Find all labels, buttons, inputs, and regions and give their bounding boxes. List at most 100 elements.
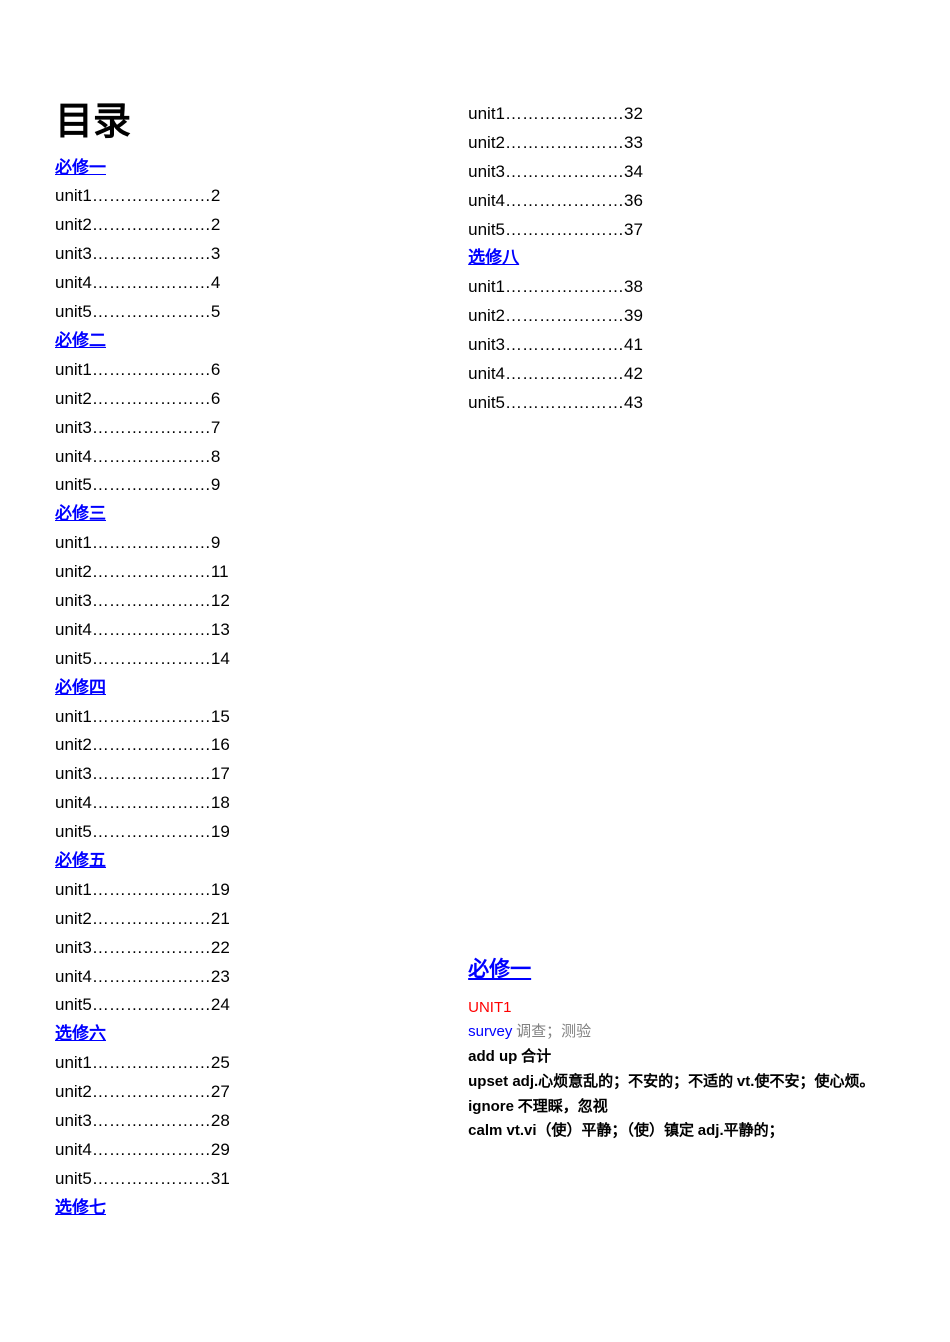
toc-entry-label: unit4 <box>55 273 92 292</box>
toc-dots: ………………… <box>92 735 211 754</box>
toc-entry[interactable]: unit3…………………7 <box>55 414 278 443</box>
toc-entry[interactable]: unit2…………………16 <box>55 731 278 760</box>
toc-entry[interactable]: unit5…………………43 <box>468 389 895 418</box>
toc-entry[interactable]: unit3…………………17 <box>55 760 278 789</box>
toc-entry-page: 9 <box>211 533 220 552</box>
toc-entry[interactable]: unit3…………………22 <box>55 934 278 963</box>
toc-entry[interactable]: unit1…………………38 <box>468 273 895 302</box>
toc-entry-label: unit4 <box>468 364 505 383</box>
toc-section-header[interactable]: 必修一 <box>55 154 278 183</box>
toc-entry-page: 23 <box>211 967 230 986</box>
toc-entry-label: unit3 <box>55 764 92 783</box>
toc-entry[interactable]: unit2…………………6 <box>55 385 278 414</box>
toc-entry-label: unit2 <box>55 215 92 234</box>
toc-entry-label: unit2 <box>55 562 92 581</box>
vocab-en-word: survey <box>468 1023 512 1040</box>
toc-entry-label: unit4 <box>55 447 92 466</box>
content-section-header[interactable]: 必修一 <box>468 953 895 987</box>
toc-entry[interactable]: unit5…………………9 <box>55 471 278 500</box>
toc-entry-label: unit4 <box>55 793 92 812</box>
toc-section-header[interactable]: 必修二 <box>55 327 278 356</box>
toc-dots: ………………… <box>92 822 211 841</box>
toc-entry[interactable]: unit2…………………27 <box>55 1078 278 1107</box>
vocab-en-word: add up <box>468 1048 517 1065</box>
vocab-en-word: vt. <box>737 1073 755 1090</box>
toc-entry[interactable]: unit3…………………3 <box>55 240 278 269</box>
toc-entry-label: unit1 <box>55 707 92 726</box>
vocab-cn-text: 心烦意乱的；不安的；不适的 <box>538 1074 737 1090</box>
toc-entry[interactable]: unit5…………………24 <box>55 991 278 1020</box>
toc-entry[interactable]: unit4…………………23 <box>55 963 278 992</box>
toc-section-header[interactable]: 必修四 <box>55 674 278 703</box>
toc-dots: ………………… <box>92 880 211 899</box>
toc-entry-label: unit4 <box>468 191 505 210</box>
toc-entry[interactable]: unit1…………………2 <box>55 182 278 211</box>
toc-entry-label: unit3 <box>468 162 505 181</box>
toc-entry-page: 28 <box>211 1111 230 1130</box>
toc-entry[interactable]: unit1…………………19 <box>55 876 278 905</box>
toc-entry-label: unit4 <box>55 620 92 639</box>
toc-entry[interactable]: unit4…………………8 <box>55 443 278 472</box>
toc-entry-label: unit5 <box>468 393 505 412</box>
toc-entry[interactable]: unit5…………………5 <box>55 298 278 327</box>
toc-entry-label: unit5 <box>55 302 92 321</box>
toc-entry[interactable]: unit5…………………19 <box>55 818 278 847</box>
toc-entry-page: 33 <box>624 133 643 152</box>
toc-dots: ………………… <box>92 1111 211 1130</box>
toc-entry-page: 8 <box>211 447 220 466</box>
toc-entry-label: unit4 <box>55 1140 92 1159</box>
vocab-en-word: calm vt.vi <box>468 1122 536 1139</box>
toc-dots: ………………… <box>92 533 211 552</box>
toc-entry-label: unit5 <box>55 995 92 1014</box>
toc-section-header[interactable]: 选修八 <box>468 244 895 273</box>
toc-dots: ………………… <box>92 1082 211 1101</box>
toc-section-header[interactable]: 必修三 <box>55 500 278 529</box>
toc-entry[interactable]: unit2…………………2 <box>55 211 278 240</box>
toc-dots: ………………… <box>92 447 211 466</box>
toc-entry-label: unit2 <box>55 909 92 928</box>
toc-entry[interactable]: unit1…………………9 <box>55 529 278 558</box>
toc-entry[interactable]: unit2…………………39 <box>468 302 895 331</box>
toc-section-header[interactable]: 必修五 <box>55 847 278 876</box>
toc-dots: ………………… <box>92 591 211 610</box>
toc-entry[interactable]: unit4…………………13 <box>55 616 278 645</box>
toc-entry[interactable]: unit1…………………6 <box>55 356 278 385</box>
toc-entry-page: 2 <box>211 215 220 234</box>
toc-entry[interactable]: unit3…………………34 <box>468 158 895 187</box>
toc-entry[interactable]: unit4…………………29 <box>55 1136 278 1165</box>
toc-entry[interactable]: unit5…………………31 <box>55 1165 278 1194</box>
toc-entry[interactable]: unit5…………………37 <box>468 216 895 245</box>
toc-entry[interactable]: unit1…………………32 <box>468 100 895 129</box>
page-title: 目录 <box>55 100 278 146</box>
vocab-cn-text: 调查；测验 <box>512 1024 591 1040</box>
toc-dots: ………………… <box>92 793 211 812</box>
toc-entry[interactable]: unit4…………………36 <box>468 187 895 216</box>
toc-entry[interactable]: unit3…………………12 <box>55 587 278 616</box>
toc-entry[interactable]: unit4…………………4 <box>55 269 278 298</box>
toc-entry-page: 4 <box>211 273 220 292</box>
toc-entry[interactable]: unit3…………………28 <box>55 1107 278 1136</box>
toc-entry[interactable]: unit4…………………18 <box>55 789 278 818</box>
vocab-cn-text: 使不安；使心烦。 <box>754 1074 874 1090</box>
toc-entry-label: unit2 <box>468 133 505 152</box>
vocab-entry: survey 调查；测验 <box>468 1020 895 1045</box>
unit-header: UNIT1 <box>468 996 895 1020</box>
vocab-en-word: ignore <box>468 1098 514 1115</box>
toc-entry[interactable]: unit5…………………14 <box>55 645 278 674</box>
toc-entry-page: 34 <box>624 162 643 181</box>
toc-entry[interactable]: unit3…………………41 <box>468 331 895 360</box>
vocab-en-word: upset adj. <box>468 1073 538 1090</box>
toc-section-header[interactable]: 选修七 <box>55 1194 278 1223</box>
toc-entry[interactable]: unit4…………………42 <box>468 360 895 389</box>
toc-entry[interactable]: unit1…………………15 <box>55 703 278 732</box>
toc-entry-page: 31 <box>211 1169 230 1188</box>
toc-dots: ………………… <box>92 389 211 408</box>
toc-entry-page: 2 <box>211 186 220 205</box>
toc-dots: ………………… <box>92 1053 211 1072</box>
toc-entry[interactable]: unit2…………………33 <box>468 129 895 158</box>
toc-entry[interactable]: unit2…………………21 <box>55 905 278 934</box>
toc-entry[interactable]: unit2…………………11 <box>55 558 278 587</box>
toc-section-header[interactable]: 选修六 <box>55 1020 278 1049</box>
toc-entry[interactable]: unit1…………………25 <box>55 1049 278 1078</box>
toc-dots: ………………… <box>92 244 211 263</box>
